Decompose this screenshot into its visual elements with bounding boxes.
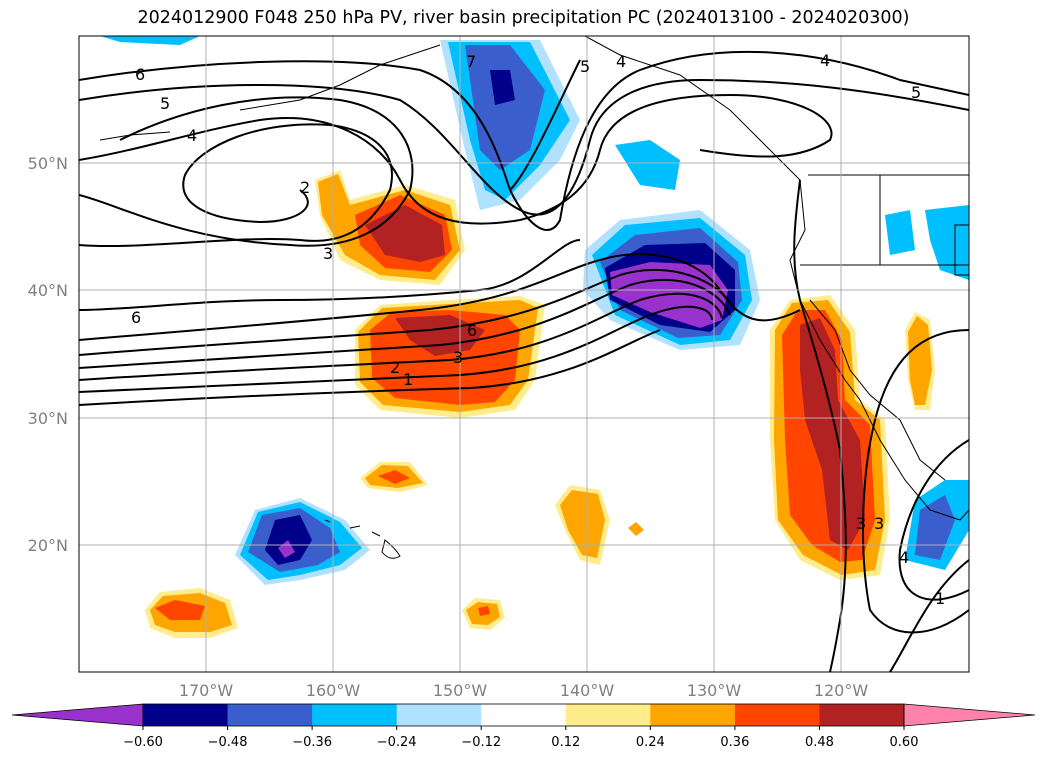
contour-label: 6 — [467, 321, 477, 340]
map-area: 6 5 4 2 3 7 6 6 3 2 1 5 4 4 5 3 3 4 1 — [79, 36, 969, 672]
colorbar-tick-label: −0.60 — [123, 735, 163, 750]
negative-anomaly — [490, 70, 515, 105]
colorbar: −0.60 −0.48 −0.36 −0.24 −0.12 0.12 0.24 0.36 0.4… — [11, 703, 1036, 750]
colorbar-tick-label: −0.24 — [377, 735, 417, 750]
colorbar-frame — [142, 703, 905, 727]
colorbar-segment — [312, 704, 398, 726]
colorbar-segment — [396, 704, 482, 726]
lon-label: 170°W — [179, 681, 234, 700]
lon-label: 120°W — [814, 681, 869, 700]
positive-anomaly — [628, 522, 644, 536]
negative-anomaly — [885, 210, 915, 255]
negative-anomaly — [278, 540, 295, 558]
contour-label: 4 — [616, 52, 626, 71]
longitude-labels: 170°W 160°W 150°W 140°W 130°W 120°W — [179, 681, 869, 700]
negative-anomaly — [925, 205, 969, 280]
lat-label: 40°N — [28, 281, 68, 300]
contour-label: 3 — [323, 244, 333, 263]
positive-anomaly — [560, 490, 605, 558]
lat-label: 50°N — [28, 154, 68, 173]
colorbar-tick-label: 0.48 — [805, 735, 834, 750]
colorbar-segment — [819, 704, 905, 726]
latitude-labels: 50°N 40°N 30°N 20°N — [28, 154, 68, 555]
contour-label: 6 — [131, 308, 141, 327]
contour-label: 1 — [403, 370, 413, 389]
colorbar-segment — [143, 704, 229, 726]
lat-label: 20°N — [28, 536, 68, 555]
contour-label: 3 — [874, 514, 884, 533]
pv-contours — [79, 50, 969, 672]
negative-anomaly — [465, 45, 545, 170]
positive-anomaly — [800, 318, 865, 550]
colorbar-extend-high — [903, 703, 1036, 727]
lon-label: 150°W — [433, 681, 488, 700]
colorbar-tick-label: 0.60 — [890, 735, 919, 750]
negative-anomaly — [100, 36, 200, 45]
positive-anomaly — [478, 606, 490, 616]
positive-anomaly — [365, 205, 445, 262]
lon-label: 130°W — [687, 681, 742, 700]
contour-label: 5 — [160, 94, 170, 113]
contour-label: 4 — [187, 126, 197, 145]
contour-label: 7 — [466, 52, 476, 71]
map-title: 2024012900 F048 250 hPa PV, river basin … — [137, 8, 910, 28]
lon-label: 140°W — [560, 681, 615, 700]
negative-anomaly — [615, 140, 680, 190]
colorbar-tick-label: 0.24 — [636, 735, 665, 750]
colorbar-tick-label: −0.36 — [292, 735, 332, 750]
colorbar-segment — [565, 704, 651, 726]
contour-label: 5 — [911, 83, 921, 102]
gridlines — [79, 36, 969, 672]
colorbar-tick-label: 0.12 — [551, 735, 580, 750]
positive-anomaly — [908, 316, 932, 405]
colorbar-segment — [481, 704, 567, 726]
contour-label: 1 — [935, 589, 945, 608]
negative-anomaly — [265, 515, 312, 565]
map-frame — [78, 35, 970, 673]
lon-label: 160°W — [306, 681, 361, 700]
contour-labels: 6 5 4 2 3 7 6 6 3 2 1 5 4 4 5 3 3 4 1 — [131, 51, 945, 608]
contour-label: 5 — [580, 57, 590, 76]
contour-label: 2 — [300, 178, 310, 197]
colorbar-tick-label: 0.36 — [720, 735, 749, 750]
colorbar-segment — [227, 704, 313, 726]
colorbar-tick-label: −0.48 — [208, 735, 248, 750]
contour-label: 3 — [856, 514, 866, 533]
contour-label: 3 — [453, 348, 463, 367]
colorbar-tick-label: −0.12 — [461, 735, 501, 750]
negative-anomaly — [915, 495, 955, 560]
lat-label: 30°N — [28, 409, 68, 428]
colorbar-segment — [650, 704, 736, 726]
contour-label: 6 — [135, 65, 145, 84]
precip-shading — [100, 36, 969, 638]
colorbar-extend-low — [11, 703, 144, 727]
positive-anomaly — [378, 470, 410, 484]
positive-anomaly — [155, 600, 205, 620]
contour-label: 2 — [390, 358, 400, 377]
colorbar-segment — [734, 704, 820, 726]
contour-label: 4 — [899, 548, 909, 567]
contour-label: 4 — [820, 51, 830, 70]
